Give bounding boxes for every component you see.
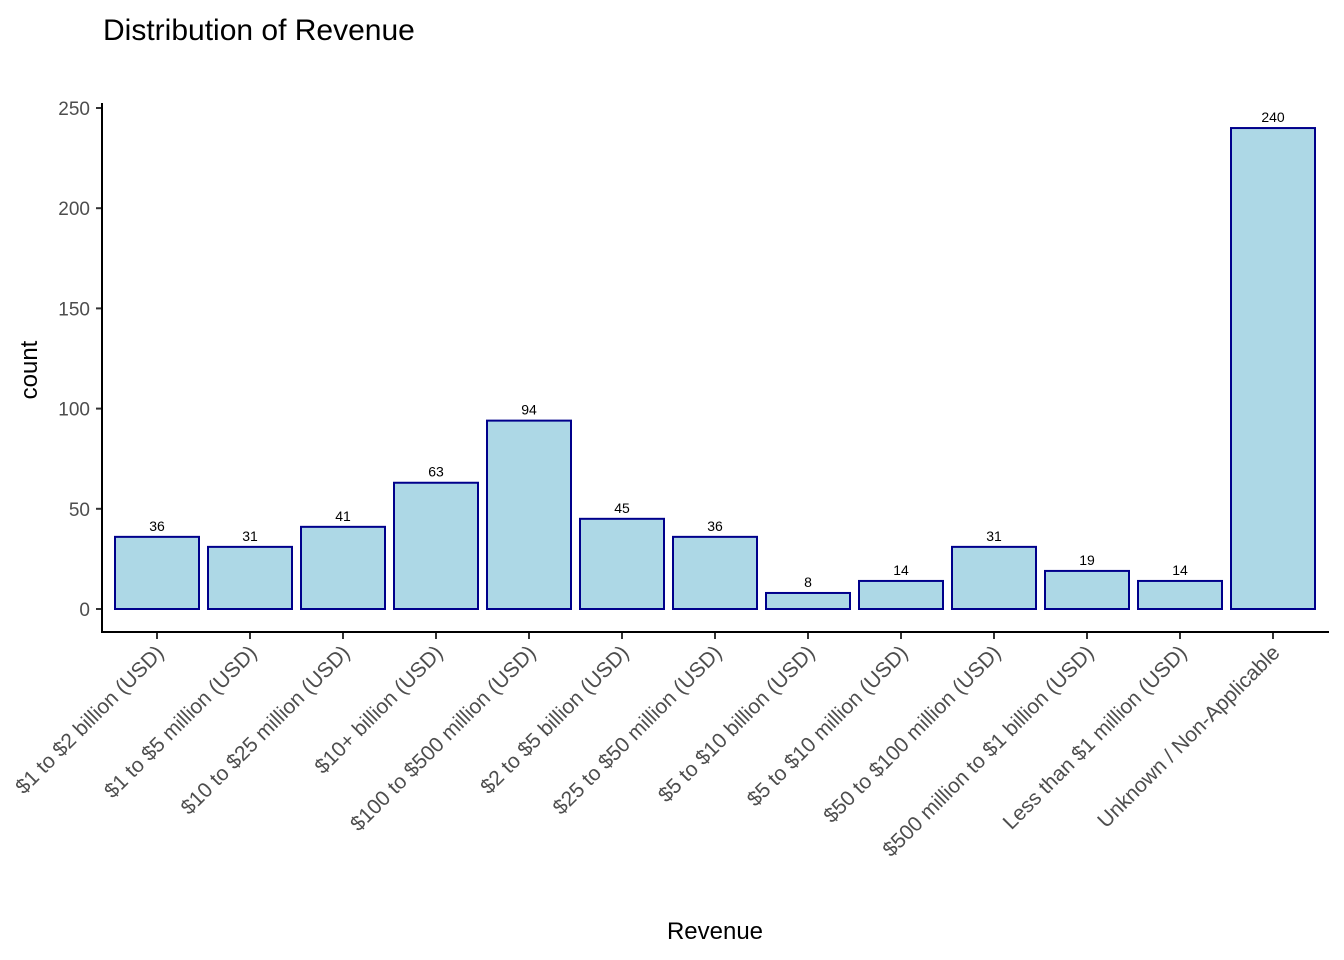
bar-value-label: 8: [804, 574, 812, 590]
bar-value-label: 19: [1079, 552, 1095, 568]
bar: [1044, 569, 1130, 611]
y-axis-title: count: [16, 340, 43, 399]
x-tick-label: $5 to $10 billion (USD): [654, 641, 820, 807]
data-labels: 36 31 41 63 94 45 36 8 14 31 19 14 240: [149, 109, 1285, 590]
x-tick-label: Unknown / Non-Applicable: [1093, 641, 1284, 832]
y-tick-label: 200: [58, 199, 90, 220]
x-tick-label: $50 to $100 million (USD): [819, 641, 1005, 827]
x-tick-label: $1 to $5 million (USD): [100, 641, 262, 803]
bar: [765, 591, 851, 611]
x-tick-label: Less than $1 million (USD): [999, 641, 1192, 834]
y-tick-label: 50: [69, 500, 90, 521]
bar: [1230, 127, 1316, 610]
bar-value-label: 14: [893, 562, 909, 578]
bar: [951, 545, 1037, 610]
bar-value-label: 31: [242, 528, 258, 544]
bar: [114, 535, 200, 611]
chart-title: Distribution of Revenue: [103, 14, 415, 47]
bar-value-label: 45: [614, 500, 630, 516]
bar: [672, 535, 758, 611]
bar: [579, 517, 665, 611]
y-tick-label: 100: [58, 400, 90, 421]
y-axis: 0 50 100 150 200 250: [58, 99, 102, 621]
bar-value-label: 14: [1172, 562, 1188, 578]
bar-value-label: 63: [428, 464, 444, 480]
bar-value-label: 36: [707, 518, 723, 534]
bar-value-label: 240: [1261, 109, 1285, 125]
bars: [114, 127, 1316, 611]
bar: [300, 525, 386, 610]
x-axis: $1 to $2 billion (USD)$1 to $5 million (…: [11, 632, 1285, 861]
bar: [393, 481, 479, 610]
bar: [486, 419, 572, 610]
bar: [207, 545, 293, 610]
bar-value-label: 36: [149, 518, 165, 534]
bar: [858, 579, 944, 610]
x-tick-label: $100 to $500 million (USD): [346, 641, 541, 836]
x-axis-title: Revenue: [667, 918, 763, 945]
y-tick-label: 0: [79, 600, 90, 621]
bar-value-label: 94: [521, 402, 537, 418]
x-tick-label: $1 to $2 billion (USD): [11, 641, 168, 798]
bar-value-label: 31: [986, 528, 1002, 544]
y-tick-label: 250: [58, 99, 90, 120]
x-tick-label: $10 to $25 million (USD): [177, 641, 355, 819]
x-tick-label: $5 to $10 million (USD): [743, 641, 913, 811]
bar: [1137, 579, 1223, 610]
y-tick-label: 150: [58, 299, 90, 320]
x-tick-label: $25 to $50 million (USD): [549, 641, 727, 819]
bar-value-label: 41: [335, 508, 351, 524]
